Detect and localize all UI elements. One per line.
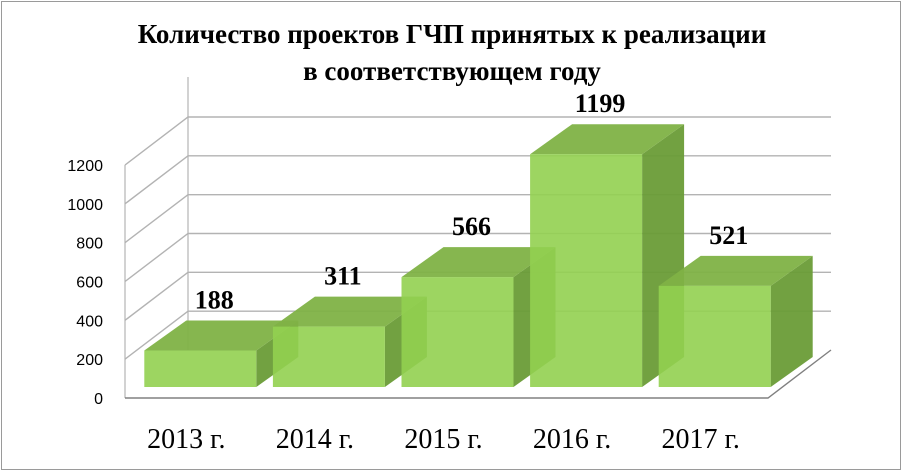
bars	[144, 124, 813, 388]
gridline	[124, 155, 831, 205]
x-tick-label: 2013 г.	[147, 424, 225, 455]
chart-title-line-1: Количество проектов ГЧП принятых к реали…	[138, 19, 767, 49]
data-labels: 188 311 566 1199 521	[195, 89, 748, 314]
floor-edge	[125, 349, 832, 399]
y-tick-label: 400	[76, 313, 103, 330]
y-tick-label: 0	[94, 391, 103, 408]
data-label: 1199	[575, 89, 626, 118]
y-tick-label: 1000	[67, 197, 103, 214]
x-tick-label: 2016 г.	[533, 424, 611, 455]
y-tick-label: 600	[76, 275, 103, 292]
bar-front	[144, 350, 257, 387]
y-axis: 0 200 400 600 800 1000 1200	[67, 158, 103, 408]
gridline	[124, 116, 831, 166]
bar-side	[770, 255, 813, 387]
bar-top	[530, 124, 685, 155]
y-tick-label: 200	[76, 352, 103, 369]
y-tick-label: 1200	[67, 158, 103, 175]
x-tick-label: 2014 г.	[276, 424, 354, 455]
bar-top	[401, 247, 556, 278]
chart-title-line-2: в соответствующем году	[303, 56, 601, 86]
x-tick-label: 2015 г.	[404, 424, 482, 455]
data-label: 566	[452, 212, 491, 241]
bar-front	[272, 326, 385, 387]
chart-title: Количество проектов ГЧП принятых к реали…	[138, 19, 767, 86]
bar-front	[530, 154, 643, 387]
x-tick-label: 2017 г.	[662, 424, 740, 455]
data-label: 311	[324, 262, 362, 291]
bar-5	[658, 255, 813, 387]
y-tick-label: 800	[76, 236, 103, 253]
bar-top	[658, 255, 813, 286]
data-label: 188	[195, 285, 234, 314]
bar-front	[658, 285, 771, 387]
x-axis: 2013 г. 2014 г. 2015 г. 2016 г. 2017 г.	[125, 349, 832, 455]
bar-top	[144, 320, 299, 351]
bar-top	[272, 296, 427, 327]
bar-front	[401, 277, 514, 387]
data-label: 521	[709, 221, 748, 250]
